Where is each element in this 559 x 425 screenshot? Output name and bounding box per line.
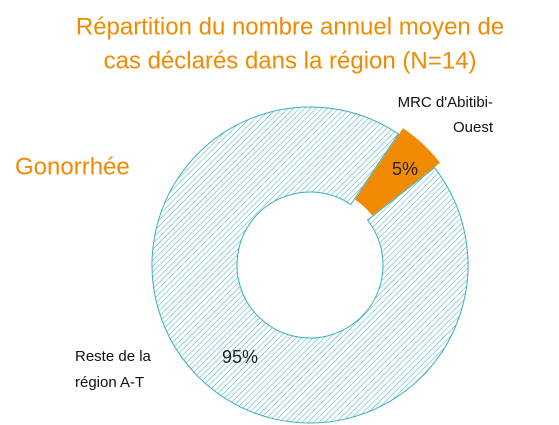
chart-title: Répartition du nombre annuel moyen de bbox=[76, 13, 504, 40]
donut-slice bbox=[151, 106, 469, 424]
donut-slice bbox=[354, 128, 440, 216]
slice-label: Ouest bbox=[453, 119, 494, 136]
slice-label: région A-T bbox=[75, 374, 144, 391]
chart-title: cas déclarés dans la région (N=14) bbox=[104, 47, 477, 74]
slice-label: MRC d'Abitibi- bbox=[398, 94, 493, 111]
slice-label: Reste de la bbox=[75, 348, 152, 365]
chart-subtitle: Gonorrhée bbox=[15, 153, 130, 180]
value-label: 5% bbox=[392, 159, 418, 179]
value-label: 95% bbox=[222, 347, 258, 367]
